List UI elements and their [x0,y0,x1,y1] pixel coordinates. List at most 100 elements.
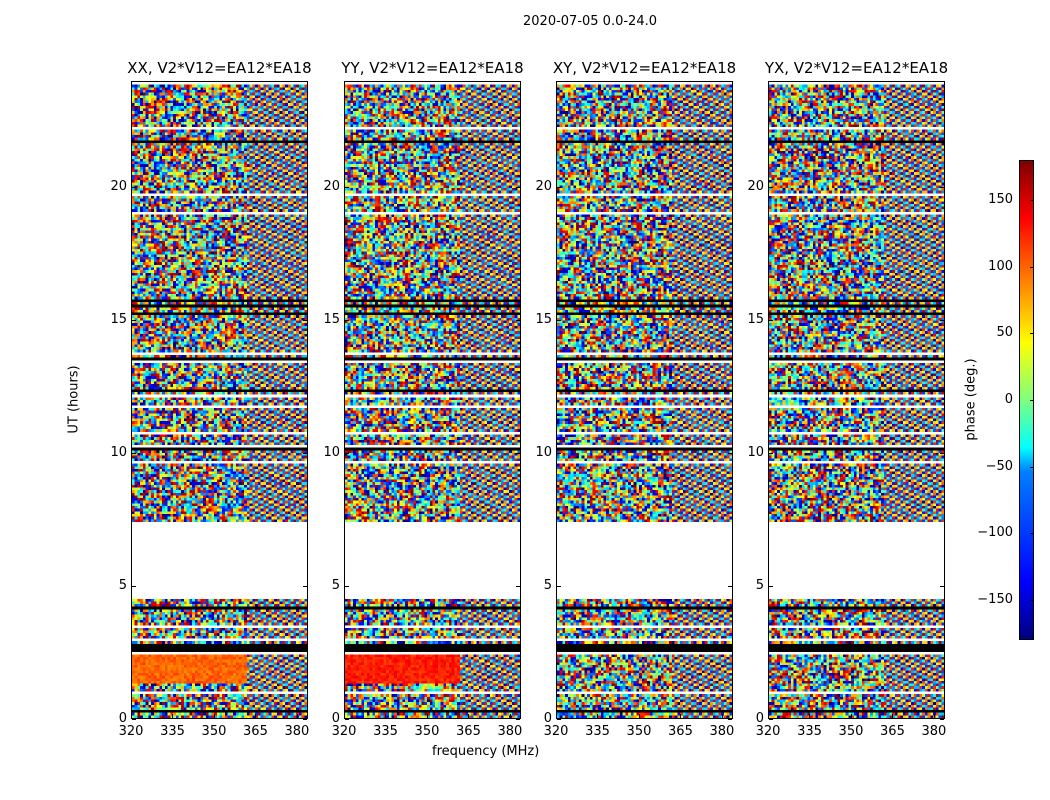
colorbar-tick-label: 150 [988,192,1013,207]
colorbar-tick-mark [1030,200,1034,201]
y-tick-mark [516,187,520,189]
x-tick-label: 320 [118,724,144,739]
y-tick-mark [345,586,349,588]
x-tick-mark [638,714,640,718]
heatmap-canvas [769,82,944,718]
x-tick-label: 380 [497,724,523,739]
y-tick-label: 20 [747,179,764,195]
x-axis-label: frequency (MHz) [432,744,540,759]
x-tick-mark [680,714,682,718]
y-tick-mark [132,187,136,189]
y-tick-mark [303,187,307,189]
x-tick-label: 335 [160,724,185,739]
y-tick-mark [132,453,136,455]
x-tick-mark [385,714,387,718]
y-tick-mark [345,320,349,322]
y-tick-label: 20 [323,179,340,195]
y-tick-label: 0 [755,711,764,726]
y-tick-mark [769,453,773,455]
x-tick-mark [426,714,428,718]
x-tick-label: 380 [709,724,735,739]
colorbar-tick-mark [1030,400,1034,401]
colorbar-tick-label: −150 [977,592,1013,607]
x-tick-mark [509,714,511,718]
y-tick-label: 15 [747,312,764,328]
y-tick-label: 5 [543,578,552,594]
x-tick-mark [850,714,852,718]
colorbar-tick-label: 100 [988,258,1013,274]
x-tick-label: 365 [668,724,693,739]
colorbar-tick-label: 50 [996,325,1013,341]
heatmap-panel [131,81,308,719]
colorbar-tick-label: 0 [1004,392,1013,407]
x-tick-mark [255,714,257,718]
y-tick-mark [516,320,520,322]
y-tick-mark [345,453,349,455]
y-tick-mark [940,453,944,455]
y-tick-mark [557,719,561,720]
y-tick-label: 0 [118,711,127,726]
heatmap-canvas [345,82,520,718]
y-tick-mark [769,320,773,322]
y-tick-mark [303,719,307,720]
y-tick-label: 5 [755,578,764,594]
y-tick-mark [132,586,136,588]
x-tick-label: 365 [456,724,481,739]
y-tick-mark [516,719,520,720]
x-tick-label: 320 [755,724,781,739]
y-tick-label: 10 [535,445,552,461]
x-tick-mark [809,714,811,718]
x-tick-mark [556,714,557,718]
x-tick-mark [213,714,215,718]
y-tick-mark [728,453,732,455]
y-tick-mark [940,586,944,588]
y-tick-label: 0 [331,711,340,726]
x-tick-label: 335 [797,724,822,739]
heatmap-panel [768,81,945,719]
y-tick-mark [940,719,944,720]
y-tick-mark [132,719,136,720]
y-tick-label: 10 [747,445,764,461]
y-tick-mark [728,187,732,189]
panel-title: XX, V2*V12=EA12*EA18 [127,59,312,77]
heatmap-canvas [557,82,732,718]
y-tick-mark [940,320,944,322]
y-tick-mark [557,187,561,189]
y-tick-mark [345,719,349,720]
x-tick-label: 335 [373,724,398,739]
colorbar-label: phase (deg.) [963,358,979,441]
y-tick-label: 20 [535,179,552,195]
y-tick-mark [940,187,944,189]
colorbar-tick-mark [1030,266,1034,268]
y-tick-mark [516,586,520,588]
y-tick-mark [557,586,561,588]
y-tick-label: 15 [110,312,127,328]
y-tick-mark [728,719,732,720]
y-tick-mark [728,320,732,322]
x-tick-mark [131,714,132,718]
y-tick-label: 20 [110,179,127,195]
y-tick-mark [132,320,136,322]
y-tick-mark [557,453,561,455]
y-tick-label: 0 [543,711,552,726]
y-tick-mark [303,586,307,588]
x-tick-mark [468,714,470,718]
y-tick-mark [769,187,773,189]
y-tick-label: 15 [323,312,340,328]
x-tick-mark [344,714,345,718]
y-tick-label: 15 [535,312,552,328]
colorbar-tick-mark [1030,533,1034,535]
colorbar-tick-mark [1030,333,1034,335]
x-tick-label: 380 [921,724,947,739]
x-tick-mark [296,714,298,718]
colorbar-tick-mark [1030,600,1034,601]
x-tick-mark [721,714,723,718]
x-tick-mark [892,714,894,718]
y-tick-mark [303,453,307,455]
x-tick-label: 335 [585,724,610,739]
y-tick-mark [303,320,307,322]
y-tick-mark [557,320,561,322]
y-tick-mark [516,453,520,455]
y-tick-label: 5 [118,578,127,594]
